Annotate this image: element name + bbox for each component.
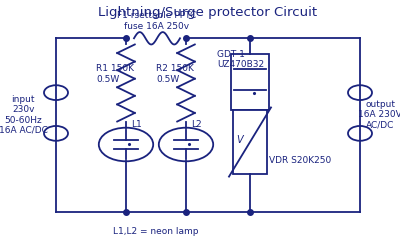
Text: input
230v
50-60Hz
16A AC/DC: input 230v 50-60Hz 16A AC/DC (0, 95, 48, 135)
Text: R1 150K
0.5W: R1 150K 0.5W (96, 64, 134, 84)
Text: F1 rsettable PPTC
fuse 16A 250v: F1 rsettable PPTC fuse 16A 250v (117, 11, 196, 31)
Text: GDT 1
UZ470B32: GDT 1 UZ470B32 (217, 50, 264, 69)
Text: L2: L2 (191, 120, 202, 129)
Bar (231, 54, 269, 110)
Text: R2 150K
0.5W: R2 150K 0.5W (156, 64, 194, 84)
Text: L1: L1 (131, 120, 142, 129)
Text: V: V (237, 135, 243, 144)
Bar (233, 110, 267, 174)
Text: Lightning/Surge protector Circuit: Lightning/Surge protector Circuit (98, 6, 318, 19)
Text: L1,L2 = neon lamp: L1,L2 = neon lamp (113, 227, 199, 236)
Text: VDR S20K250: VDR S20K250 (269, 156, 331, 165)
Text: output
16A 230V
AC/DC: output 16A 230V AC/DC (358, 100, 400, 130)
